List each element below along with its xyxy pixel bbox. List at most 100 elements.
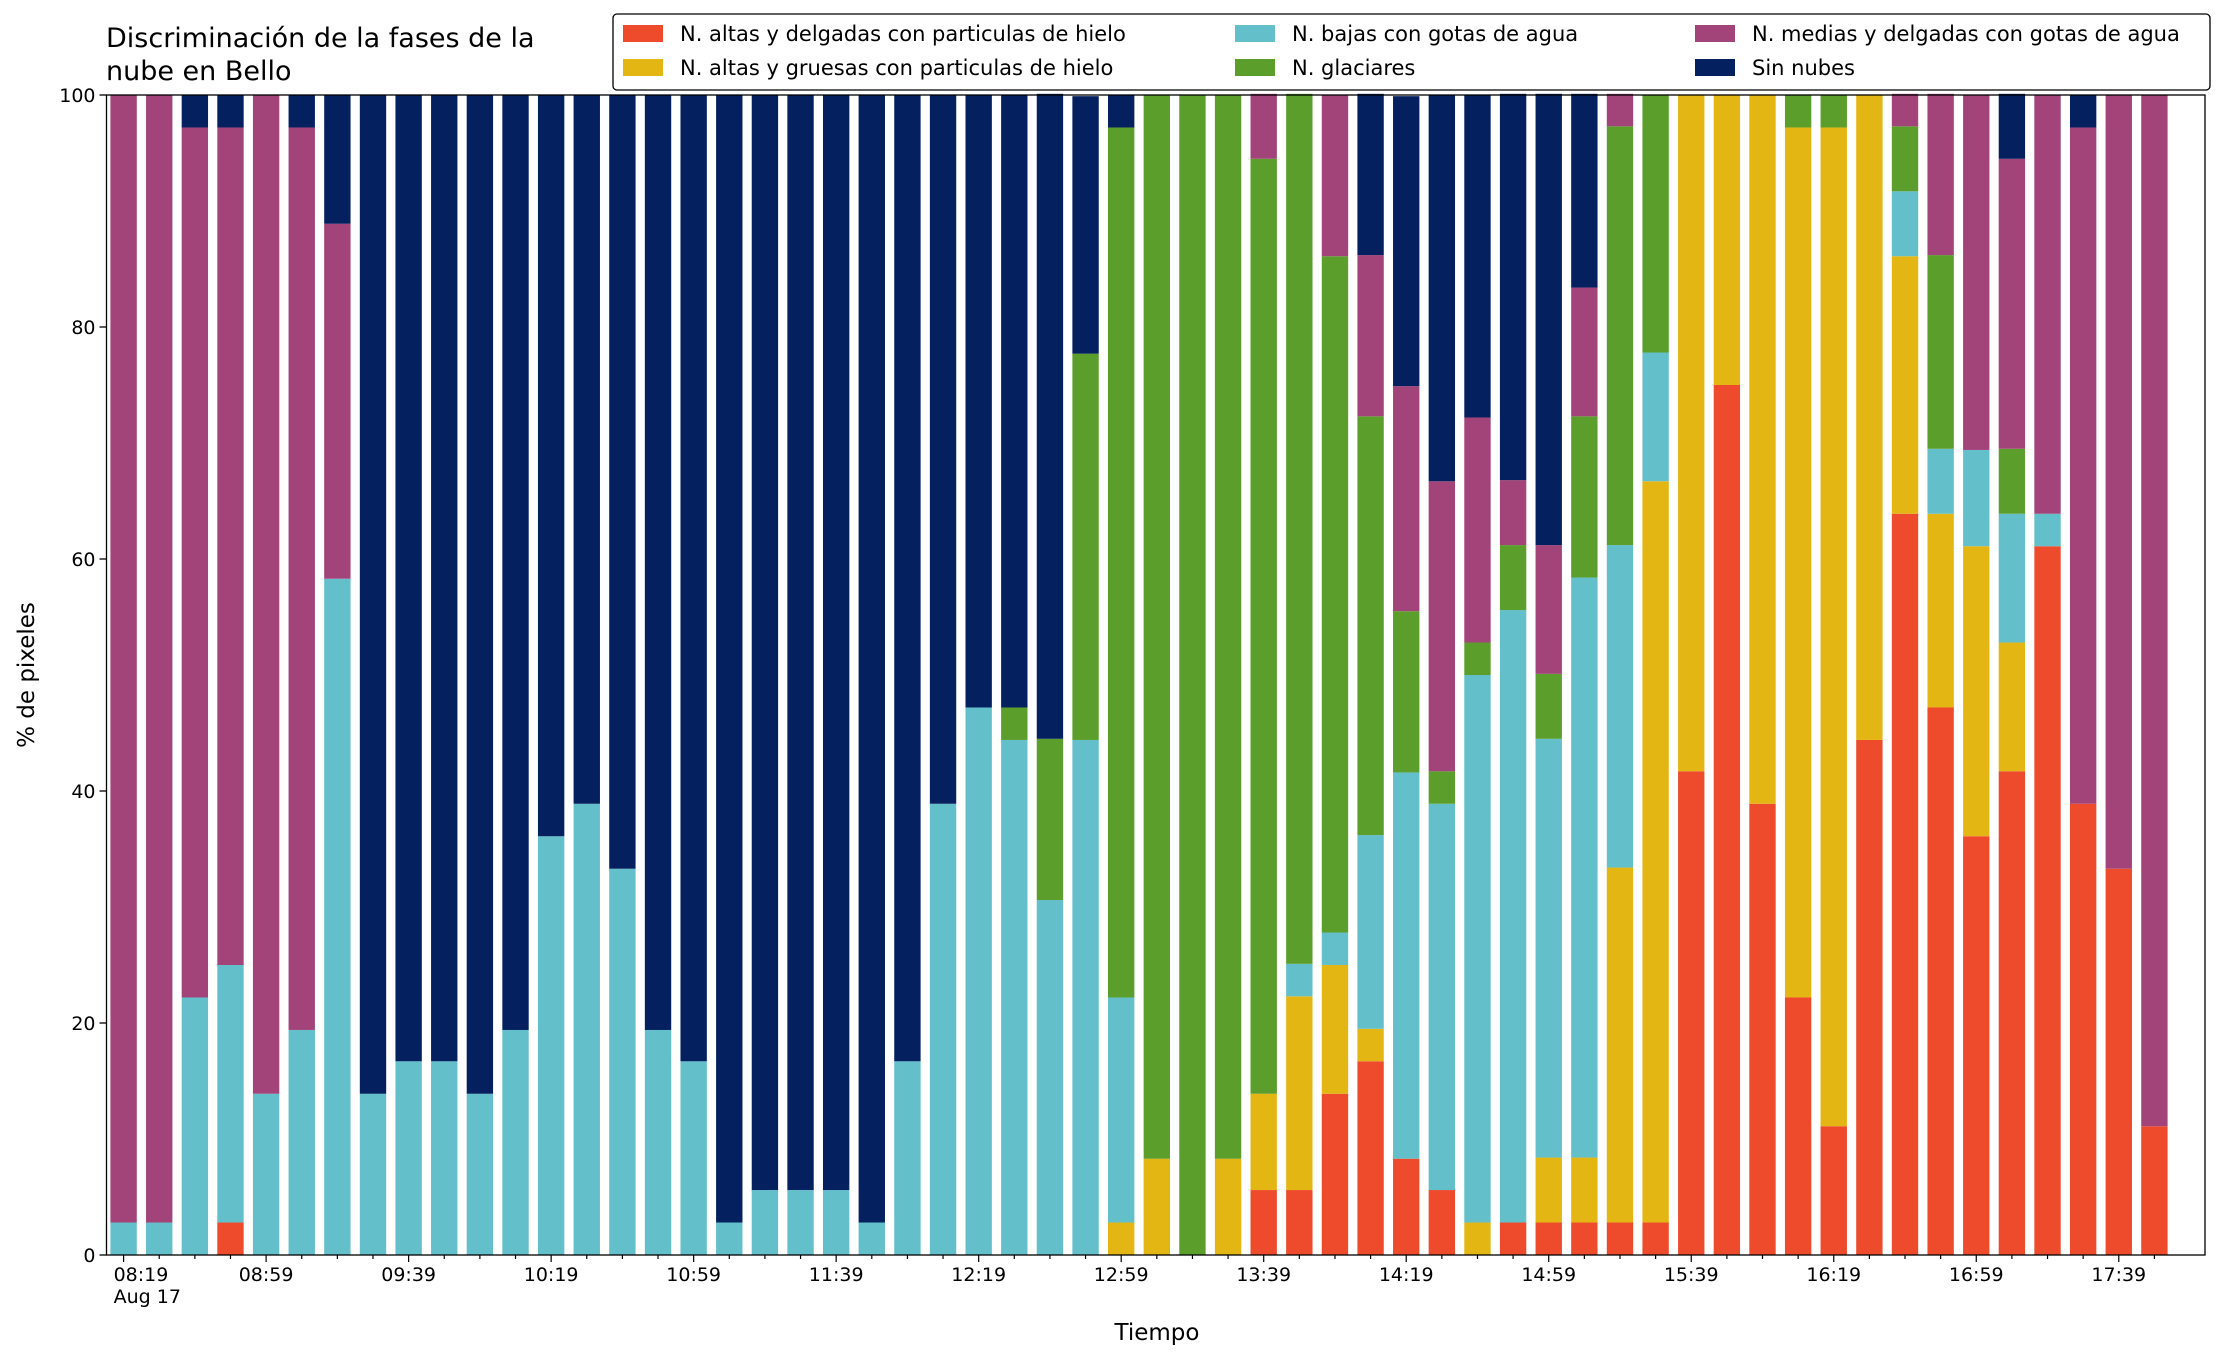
bar-segment: [1393, 96, 1420, 387]
bar-segment: [359, 95, 387, 1094]
legend-swatch: [1235, 25, 1275, 42]
bar-segment: [787, 95, 814, 1191]
bar-segment: [324, 223, 351, 579]
bar-segment: [1321, 1093, 1349, 1255]
bar-segment: [1571, 416, 1598, 578]
legend-label: N. medias y delgadas con gotas de agua: [1752, 22, 2180, 46]
bar-segment: [1784, 997, 1812, 1255]
bar-segment: [1642, 481, 1669, 1223]
bar-segment: [1036, 738, 1064, 901]
legend-label: N. altas y gruesas con particulas de hie…: [680, 56, 1113, 80]
bar-segment: [1998, 158, 2026, 449]
bar-segment: [1998, 771, 2026, 1255]
bar-segment: [787, 1190, 814, 1255]
legend-swatch: [623, 25, 663, 42]
bar-segment: [894, 95, 921, 1062]
bar-segment: [1499, 610, 1527, 1223]
bar-segment: [1250, 158, 1277, 1094]
x-tick-label: 11:39: [809, 1264, 864, 1286]
bar-segment: [181, 127, 209, 998]
bar-segment: [1571, 577, 1598, 1158]
bar-segment: [1820, 95, 1847, 128]
bar-segment: [751, 1190, 779, 1255]
bar-segment: [929, 95, 957, 804]
bar-segment: [1286, 963, 1313, 997]
y-axis-label: % de pixeles: [14, 602, 40, 748]
bar-segment: [146, 95, 173, 1223]
legend-swatch: [1695, 25, 1735, 42]
bar-segment: [1321, 95, 1349, 257]
bar-segment: [181, 95, 209, 128]
bar-segment: [288, 127, 315, 1030]
bar-segment: [1749, 95, 1776, 804]
bar-segment: [1606, 545, 1634, 868]
bar-segment: [1393, 1158, 1420, 1255]
legend-swatch: [1235, 59, 1275, 76]
bar-segment: [1286, 1190, 1313, 1255]
bar-segment: [1250, 1190, 1277, 1255]
bar-segment: [1357, 255, 1384, 417]
bar-segment: [1606, 867, 1634, 1223]
bar-segment: [1571, 1157, 1598, 1223]
bar-segment: [1214, 95, 1242, 1159]
bar-segment: [1428, 771, 1456, 804]
bar-segment: [1143, 1158, 1171, 1255]
bar-segment: [1464, 642, 1491, 675]
bar-segment: [466, 95, 494, 1094]
bar-segment: [217, 95, 244, 128]
bar-segment: [537, 836, 565, 1255]
x-tick-label: 15:39: [1664, 1264, 1719, 1286]
bar-segment: [1642, 95, 1669, 353]
bar-segment: [1108, 127, 1135, 998]
bar-segment: [716, 95, 743, 1223]
bar-segment: [1784, 127, 1812, 998]
x-tick-label: 12:19: [951, 1264, 1006, 1286]
bar-segment: [1606, 93, 1634, 127]
bar-segment: [1606, 126, 1634, 546]
bar-segment: [288, 95, 315, 128]
bar-segment: [1535, 1157, 1562, 1223]
bar-segment: [1891, 191, 1919, 257]
bar-segment: [822, 95, 850, 1191]
x-tick-label: 10:19: [524, 1264, 579, 1286]
bar-segment: [466, 1093, 494, 1255]
bar-segment: [609, 868, 636, 1255]
bar-segment: [1499, 93, 1527, 481]
bar-segment: [110, 1222, 137, 1255]
bar-segment: [1321, 965, 1349, 1094]
bar-segment: [110, 95, 137, 1223]
bar-segment: [894, 1061, 921, 1255]
bar-segment: [1856, 739, 1883, 1255]
legend-label: N. bajas con gotas de agua: [1292, 22, 1578, 46]
bar-segment: [217, 965, 244, 1223]
bar-segment: [1428, 95, 1456, 482]
bar-segment: [573, 95, 600, 804]
bar-segment: [1428, 803, 1456, 1191]
bar-segment: [1535, 545, 1562, 674]
bar-segment: [1571, 287, 1598, 417]
x-tick-label: 12:59: [1094, 1264, 1149, 1286]
bar-segment: [680, 1061, 707, 1255]
legend-label: N. glaciares: [1292, 56, 1415, 80]
bar-segment: [1001, 707, 1028, 740]
bar-segment: [2034, 95, 2061, 514]
bar-segment: [1464, 675, 1491, 1223]
x-tick-label: 17:39: [2091, 1264, 2146, 1286]
bar-segment: [1214, 1158, 1242, 1255]
bar-segment: [2069, 803, 2097, 1255]
bar-segment: [1998, 93, 2026, 159]
legend-label: Sin nubes: [1752, 56, 1855, 80]
bar-segment: [1108, 997, 1135, 1223]
bar-segment: [1535, 738, 1562, 1158]
bar-segment: [1820, 1126, 1847, 1255]
bar-segment: [1393, 386, 1420, 612]
bar-segment: [1749, 803, 1776, 1255]
bar-segment: [1927, 513, 1954, 708]
bar-segment: [1179, 95, 1206, 1255]
bar-segment: [1357, 1028, 1384, 1062]
bar-segment: [609, 95, 636, 869]
bar-segment: [2069, 127, 2097, 804]
bar-segment: [1606, 1222, 1634, 1255]
bar-segment: [1784, 95, 1812, 128]
